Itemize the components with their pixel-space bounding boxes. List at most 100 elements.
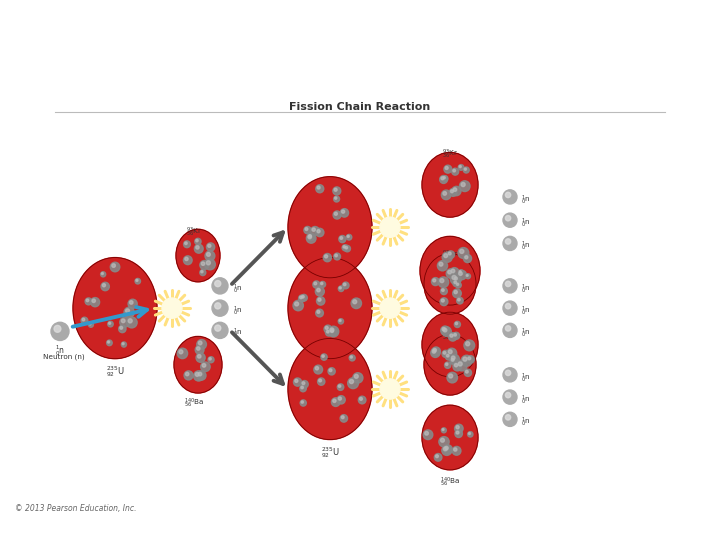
Text: $^{93}_{36}$Kr: $^{93}_{36}$Kr <box>442 248 458 262</box>
Circle shape <box>301 386 303 389</box>
Circle shape <box>465 274 470 279</box>
Circle shape <box>441 327 451 336</box>
Circle shape <box>319 379 322 382</box>
Circle shape <box>444 445 452 454</box>
Circle shape <box>202 363 206 367</box>
Circle shape <box>444 328 447 332</box>
Ellipse shape <box>73 258 157 359</box>
Circle shape <box>110 262 120 272</box>
Circle shape <box>434 454 442 461</box>
Ellipse shape <box>288 339 372 440</box>
Circle shape <box>443 192 446 195</box>
Text: $^1_0$n: $^1_0$n <box>521 282 531 295</box>
Circle shape <box>308 235 312 239</box>
Circle shape <box>446 269 456 279</box>
Circle shape <box>322 355 324 357</box>
Circle shape <box>315 287 325 296</box>
Circle shape <box>467 356 474 363</box>
Circle shape <box>349 380 354 383</box>
Circle shape <box>212 322 228 339</box>
Circle shape <box>444 352 446 354</box>
Circle shape <box>128 319 132 323</box>
Circle shape <box>293 300 303 310</box>
Circle shape <box>346 234 352 240</box>
Circle shape <box>456 431 459 434</box>
Circle shape <box>327 330 329 333</box>
Circle shape <box>109 322 111 325</box>
Circle shape <box>351 298 361 308</box>
Circle shape <box>467 274 468 276</box>
Circle shape <box>339 235 346 242</box>
Circle shape <box>331 398 340 407</box>
Circle shape <box>207 243 215 251</box>
Circle shape <box>454 333 456 336</box>
Circle shape <box>304 226 311 234</box>
Circle shape <box>446 354 449 357</box>
Circle shape <box>89 323 91 325</box>
Circle shape <box>505 393 510 398</box>
Circle shape <box>503 301 517 315</box>
Circle shape <box>312 281 320 288</box>
Circle shape <box>441 289 444 292</box>
Circle shape <box>302 295 305 298</box>
Circle shape <box>135 279 140 284</box>
Circle shape <box>317 310 320 313</box>
Circle shape <box>436 455 438 458</box>
Circle shape <box>442 252 452 262</box>
Circle shape <box>317 230 320 233</box>
Circle shape <box>195 346 204 354</box>
Circle shape <box>443 177 445 179</box>
Circle shape <box>340 208 348 217</box>
Circle shape <box>339 320 341 321</box>
Circle shape <box>339 287 341 289</box>
Circle shape <box>451 168 459 175</box>
Circle shape <box>121 342 127 347</box>
Text: $^1_0$n: $^1_0$n <box>521 193 531 207</box>
Circle shape <box>454 321 460 328</box>
Circle shape <box>119 325 126 333</box>
Circle shape <box>334 253 341 260</box>
Circle shape <box>441 326 449 335</box>
Circle shape <box>184 242 187 245</box>
Circle shape <box>425 431 428 435</box>
Circle shape <box>294 379 298 382</box>
Circle shape <box>82 318 85 321</box>
Circle shape <box>338 319 343 324</box>
Circle shape <box>92 299 96 302</box>
Circle shape <box>330 328 334 332</box>
Circle shape <box>440 176 448 184</box>
Ellipse shape <box>176 230 220 282</box>
Circle shape <box>505 239 510 244</box>
Circle shape <box>205 251 215 261</box>
Circle shape <box>343 283 346 286</box>
Circle shape <box>459 271 461 273</box>
Text: $^{93}_{36}$Kr: $^{93}_{36}$Kr <box>186 225 202 239</box>
Circle shape <box>340 237 343 239</box>
Circle shape <box>456 360 467 371</box>
Circle shape <box>317 186 320 189</box>
Circle shape <box>349 355 355 361</box>
Circle shape <box>440 279 444 282</box>
Circle shape <box>329 369 332 372</box>
Circle shape <box>453 188 456 191</box>
Circle shape <box>194 244 203 253</box>
Circle shape <box>464 254 472 262</box>
Circle shape <box>433 348 436 352</box>
Circle shape <box>348 377 359 389</box>
Circle shape <box>444 165 452 173</box>
Text: $^1_0$n: $^1_0$n <box>521 305 531 318</box>
Circle shape <box>437 261 448 271</box>
Circle shape <box>459 181 470 192</box>
Circle shape <box>340 415 348 422</box>
Text: $^1_0$n: $^1_0$n <box>521 416 531 429</box>
Circle shape <box>464 369 472 376</box>
Circle shape <box>200 269 206 275</box>
Circle shape <box>316 185 324 193</box>
Circle shape <box>136 279 138 281</box>
Circle shape <box>212 300 228 316</box>
Circle shape <box>301 381 308 388</box>
Circle shape <box>460 249 464 253</box>
Circle shape <box>320 282 323 285</box>
Circle shape <box>107 340 112 346</box>
Circle shape <box>441 190 451 200</box>
